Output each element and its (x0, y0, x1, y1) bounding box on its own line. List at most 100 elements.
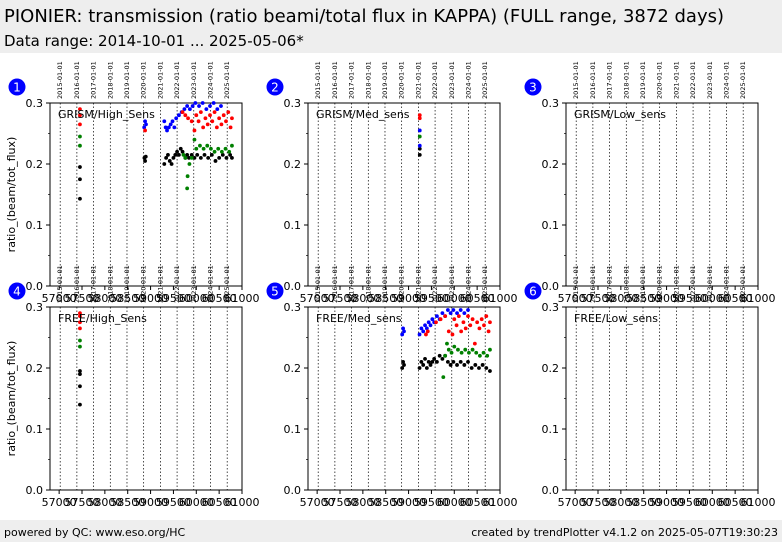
data-point (401, 360, 405, 364)
panel-number-badge (266, 78, 284, 96)
data-point (419, 326, 424, 331)
data-point (485, 353, 490, 358)
year-marker-label: 2019-01-01 (381, 61, 389, 99)
data-point (180, 110, 185, 115)
data-point (209, 146, 213, 151)
x-tick-label: 60500 (460, 292, 495, 305)
data-point (197, 104, 201, 108)
panel-3: 2015-01-01 2016-01-01 2017-01-01 2018-01-01… (524, 61, 776, 305)
year-marker-label: 2024-01-01 (464, 265, 472, 303)
data-point (168, 122, 173, 127)
data-point (177, 152, 181, 157)
data-point (424, 332, 428, 337)
data-point (428, 323, 433, 328)
data-point (455, 311, 459, 315)
data-point (78, 107, 82, 111)
year-marker-label: 2018-01-01 (622, 61, 630, 99)
data-point (463, 326, 468, 331)
data-point (214, 125, 219, 130)
year-marker-label: 2015-01-01 (56, 265, 64, 303)
data-point (449, 350, 454, 355)
data-range-subtitle: Data range: 2014-10-01 ... 2025-05-06* (4, 32, 304, 50)
plot-frame (49, 306, 243, 491)
data-point (448, 311, 453, 315)
year-marker-label: 2020-01-01 (398, 265, 406, 303)
data-point (192, 156, 197, 160)
footer-powered-by: powered by QC: www.eso.org/HC (4, 526, 186, 539)
data-point (466, 360, 470, 364)
data-point (78, 344, 82, 349)
data-point (205, 143, 210, 148)
year-marker-label: 2017-01-01 (90, 61, 98, 99)
plot-frame (307, 102, 501, 287)
data-point (164, 156, 169, 160)
data-point (185, 186, 190, 191)
data-point (163, 125, 168, 130)
data-point (185, 104, 190, 108)
year-marker-label: 2023-01-01 (190, 265, 198, 303)
data-point (217, 116, 222, 121)
data-point (480, 363, 485, 367)
x-tick-label: 60500 (718, 496, 753, 509)
x-tick-label: 61000 (483, 292, 518, 305)
x-tick-label: 57500 (323, 292, 358, 305)
x-tick-label: 59000 (649, 292, 684, 305)
data-point (186, 116, 190, 121)
data-point (486, 329, 491, 334)
y-tick-label: 0.2 (284, 362, 302, 375)
data-point (78, 326, 82, 331)
data-point (183, 113, 188, 118)
data-point (477, 353, 482, 358)
data-point (473, 363, 478, 367)
data-point (435, 314, 439, 319)
data-point (187, 107, 192, 111)
data-point (462, 363, 467, 367)
data-point (475, 320, 480, 325)
data-point (400, 332, 405, 337)
x-tick-label: 57000 (300, 292, 335, 305)
data-point (173, 152, 178, 157)
trend-plot-grid: 2015-01-01 2016-01-01 2017-01-01 2018-01-01… (5, 61, 776, 509)
data-point (195, 152, 200, 157)
x-tick-label: 61000 (741, 496, 776, 509)
year-marker-label: 2023-01-01 (706, 61, 714, 99)
data-point (228, 152, 233, 157)
y-tick-label: 0.3 (26, 301, 44, 314)
data-point (477, 366, 481, 370)
data-point (467, 350, 471, 355)
data-point (417, 128, 422, 133)
year-marker-label: 2015-01-01 (572, 265, 580, 303)
x-tick-label: 59500 (672, 496, 707, 509)
data-point (466, 314, 470, 319)
x-tick-label: 59000 (649, 496, 684, 509)
data-point (78, 165, 82, 169)
y-axis-label: ratio_(beam/tot_flux) (5, 137, 18, 253)
x-tick-label: 58500 (368, 496, 403, 509)
data-point (215, 107, 220, 111)
y-tick-label: 0.1 (284, 219, 302, 232)
year-marker-label: 2017-01-01 (348, 61, 356, 99)
year-marker-label: 2021-01-01 (672, 61, 680, 99)
data-point (428, 363, 433, 367)
data-point (424, 326, 429, 331)
panel-label: FREE/Med_sens (316, 312, 402, 325)
data-point (443, 353, 448, 358)
data-point (185, 152, 190, 157)
data-point (463, 347, 468, 352)
x-tick-label: 59000 (391, 292, 426, 305)
year-marker-label: 2025-01-01 (739, 61, 747, 99)
data-point (446, 329, 451, 334)
x-tick-label: 57500 (65, 292, 100, 305)
data-point (223, 146, 228, 151)
data-point (78, 177, 82, 182)
data-point (454, 323, 459, 328)
x-tick-label: 57500 (65, 496, 100, 509)
data-point (183, 156, 188, 160)
data-point (182, 107, 187, 111)
data-point (162, 119, 167, 124)
data-point (219, 104, 223, 108)
y-tick-label: 0.0 (542, 280, 560, 293)
data-point (224, 156, 229, 160)
data-point (458, 308, 463, 312)
year-marker-label: 2015-01-01 (314, 265, 322, 303)
